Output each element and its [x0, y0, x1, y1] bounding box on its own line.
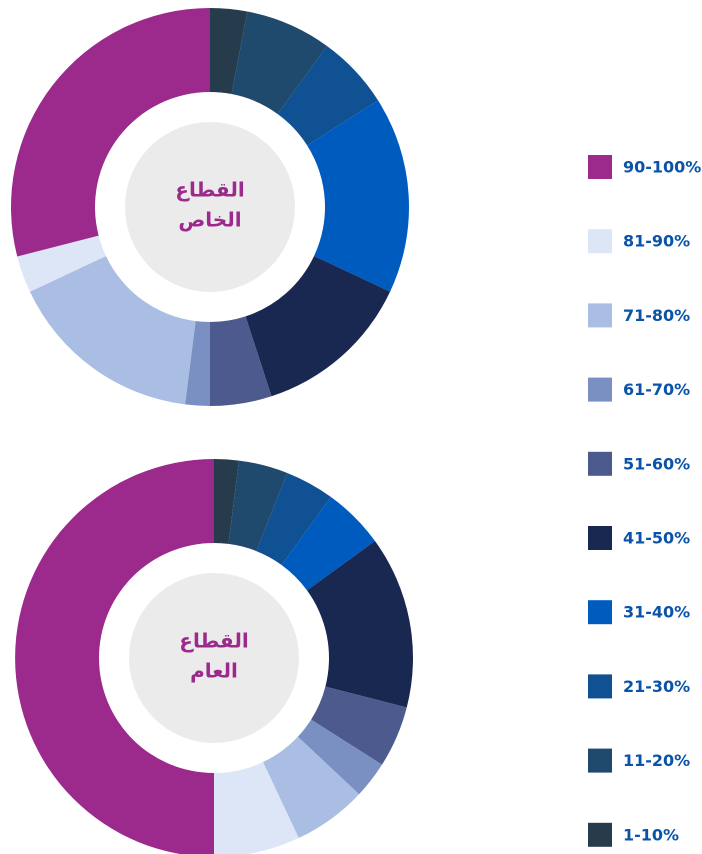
legend-label: 11-20%: [623, 751, 690, 770]
legend-swatch: [588, 377, 612, 402]
donut-segment: [185, 321, 210, 406]
legend-swatch: [588, 303, 612, 328]
donut-segment: [311, 686, 407, 765]
center-label: الخاص: [178, 208, 241, 232]
donut-segment: [297, 719, 383, 795]
donut-segment: [231, 11, 327, 114]
donut-segment: [281, 497, 375, 591]
legend-swatch: [588, 822, 612, 847]
donut-segment: [210, 316, 272, 406]
donut-segment: [15, 459, 214, 854]
legend-label: 31-40%: [623, 603, 690, 622]
donut-segment: [10, 8, 211, 257]
donut-segment: [245, 255, 391, 397]
legend-swatch: [588, 229, 612, 254]
legend-label: 81-90%: [623, 232, 690, 251]
legend-label: 21-30%: [623, 677, 690, 696]
donut-segment: [307, 100, 409, 292]
center-label: القطاع: [175, 178, 244, 202]
center-label: العام: [190, 659, 238, 683]
center-disc: [129, 573, 299, 743]
donut-segment: [214, 459, 239, 544]
legend-label: 71-80%: [623, 306, 690, 325]
legend-swatch: [588, 674, 612, 699]
donut-segment: [17, 235, 106, 292]
donut-segment: [307, 541, 413, 708]
donut-segment: [214, 762, 299, 854]
legend-swatch: [588, 155, 612, 179]
legend-label: 61-70%: [623, 380, 690, 399]
donut-segment: [29, 255, 196, 405]
legend-swatch: [588, 600, 612, 625]
legend-swatch: [588, 451, 612, 476]
center-disc: [125, 122, 295, 292]
legend-label: 90-100%: [623, 158, 701, 177]
center-label: القطاع: [179, 629, 248, 653]
donut-segment: [256, 472, 331, 565]
legend-label: 51-60%: [623, 454, 690, 473]
legend-label: 41-50%: [623, 529, 690, 548]
donut-segment: [228, 460, 288, 552]
legend-swatch: [588, 748, 612, 773]
donut-segment: [210, 8, 248, 95]
legend-label: 1-10%: [623, 825, 679, 844]
legend-swatch: [588, 526, 612, 550]
donut-segment: [277, 46, 379, 146]
donut-segment: [262, 736, 360, 839]
